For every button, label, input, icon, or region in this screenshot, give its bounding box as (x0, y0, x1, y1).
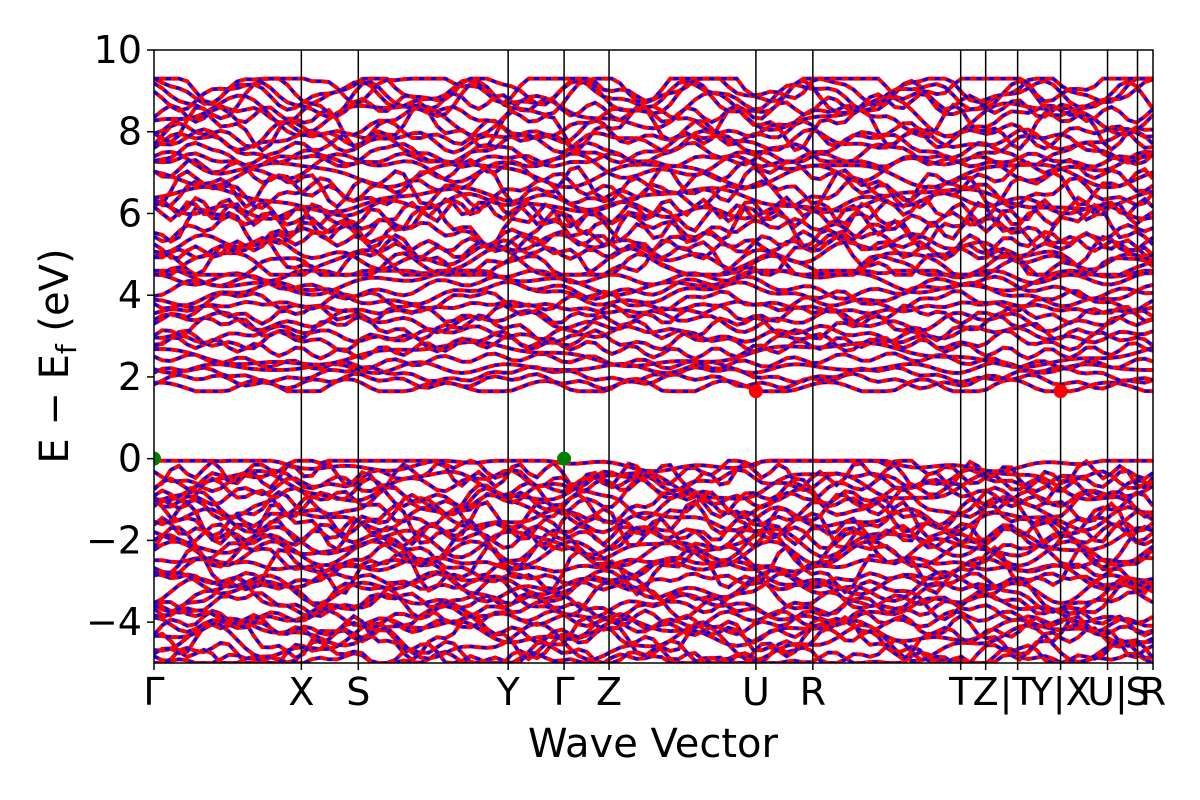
band-line-spin-down (154, 185, 1153, 214)
band-line-spin-down (154, 459, 1153, 493)
band-line-spin-down (154, 150, 1153, 184)
band-line-spin-down (154, 90, 1153, 138)
band-line-spin-down (154, 593, 1153, 638)
band-line-spin-down (154, 77, 1153, 107)
y-tick-label: −4 (86, 600, 142, 644)
y-tick-label: 0 (118, 437, 142, 481)
x-tick-label: S (346, 670, 370, 714)
x-tick-label: |T (1000, 670, 1037, 715)
band-line-spin-down (154, 313, 1153, 342)
band-line-spin-down (154, 79, 1153, 120)
x-tick-label: Γ (143, 670, 164, 714)
y-axis-title-subscript: f (50, 343, 83, 354)
band-line-spin-down (154, 571, 1153, 592)
band-line-spin-up (154, 371, 1153, 391)
band-line-spin-down (154, 141, 1153, 167)
x-tick-label: Z (596, 670, 622, 714)
band-line-spin-down (154, 488, 1153, 529)
band-line-spin-down (154, 377, 1153, 393)
band-line-spin-down (154, 539, 1153, 568)
band-lines (154, 76, 1153, 663)
x-tick-label: Z (973, 670, 999, 714)
band-line-spin-up (154, 649, 1153, 663)
band-line-spin-down (154, 102, 1153, 153)
x-axis-ticks: Γ X S Y Γ Z U R T Z |TY|XU|SR (143, 663, 1166, 715)
vbm-marker (154, 451, 161, 466)
y-axis-title: E − Ef (eV) (32, 248, 83, 463)
high-symmetry-lines (300, 50, 1139, 663)
band-line-spin-down (154, 608, 1153, 645)
x-tick-label: S (1125, 670, 1149, 714)
band-line-spin-up (154, 160, 1153, 190)
band-line-spin-down (154, 269, 1153, 287)
band-edge-markers (154, 384, 1068, 466)
y-tick-label: 6 (118, 191, 142, 235)
cbm-marker (748, 384, 763, 399)
y-axis-title-main: E − E (32, 354, 78, 464)
band-line-spin-down (154, 340, 1153, 369)
band-line-spin-down (154, 351, 1153, 371)
band-line-spin-down (154, 251, 1153, 277)
band-line-spin-down (154, 175, 1153, 211)
y-axis-title-unit: (eV) (32, 248, 78, 344)
x-tick-label: U (742, 670, 770, 714)
band-line-spin-down (154, 289, 1153, 313)
band-line-spin-down (154, 77, 1153, 106)
x-tick-label: U| (1087, 670, 1128, 715)
band-line-spin-down (154, 158, 1153, 203)
band-line-spin-down (154, 302, 1153, 326)
x-axis-title: Wave Vector (528, 721, 779, 767)
x-tick-label: X (288, 670, 314, 714)
band-line-spin-down (154, 232, 1153, 272)
band-line-spin-down (154, 499, 1153, 552)
x-tick-label: T (948, 670, 973, 714)
x-tick-label: Y|X (1029, 670, 1092, 715)
band-line-spin-down (154, 365, 1153, 385)
y-axis-ticks: −4 −2 0 2 4 6 8 10 (86, 28, 154, 644)
band-line-spin-down (154, 522, 1153, 551)
band-line-spin-down (154, 191, 1153, 221)
band-line-spin-down (154, 131, 1153, 165)
y-tick-label: 10 (94, 28, 142, 72)
plot-frame (153, 49, 1154, 664)
cbm-marker (1053, 384, 1068, 399)
band-line-spin-down (154, 274, 1153, 301)
band-line-spin-down (154, 165, 1153, 209)
y-tick-label: −2 (86, 518, 142, 562)
band-line-spin-up (154, 540, 1153, 579)
x-tick-label: R (800, 670, 826, 714)
band-line-spin-down (154, 335, 1153, 361)
band-line-spin-down (154, 195, 1153, 243)
band-line-spin-down (154, 77, 1153, 113)
y-tick-label: 8 (118, 110, 142, 154)
band-line-spin-up (154, 570, 1153, 615)
y-tick-label: 4 (118, 273, 142, 317)
band-line-spin-down (154, 568, 1153, 606)
band-line-spin-down (154, 328, 1153, 354)
band-line-spin-down (154, 118, 1153, 151)
vbm-marker (557, 451, 572, 466)
band-line-spin-up (154, 458, 1153, 474)
x-tick-label: R (1140, 670, 1166, 714)
band-line-spin-down (154, 590, 1153, 619)
band-line-spin-down (154, 621, 1153, 663)
x-tick-label: Γ (554, 670, 575, 714)
band-line-spin-down (154, 269, 1153, 297)
x-tick-label: Y (496, 670, 521, 714)
y-tick-label: 2 (118, 355, 142, 399)
band-line-spin-down (154, 246, 1153, 277)
